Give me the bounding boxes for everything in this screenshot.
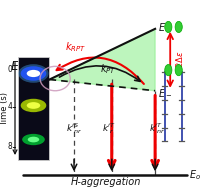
Ellipse shape <box>21 99 46 112</box>
Ellipse shape <box>164 64 171 76</box>
Bar <box>18 57 48 160</box>
Text: $2\Delta\varepsilon$: $2\Delta\varepsilon$ <box>173 51 184 68</box>
Text: $k'^{T}_{nr}$: $k'^{T}_{nr}$ <box>149 121 166 136</box>
Ellipse shape <box>18 64 48 83</box>
Ellipse shape <box>27 102 40 109</box>
Ellipse shape <box>28 137 39 142</box>
Text: $k_{PT}$: $k_{PT}$ <box>99 62 116 76</box>
Ellipse shape <box>174 21 181 33</box>
Text: 0: 0 <box>7 65 12 74</box>
Ellipse shape <box>174 64 181 76</box>
Text: $k'^{S}_{nr}$: $k'^{S}_{nr}$ <box>65 121 82 136</box>
Text: $k'^{T}_{r}$: $k'^{T}_{r}$ <box>101 121 116 136</box>
Text: $E_-$: $E_-$ <box>157 88 171 98</box>
Ellipse shape <box>22 134 45 145</box>
Text: $E_o$: $E_o$ <box>188 168 200 182</box>
Text: H-aggregation: H-aggregation <box>70 177 141 187</box>
Text: $k_{RPT}$: $k_{RPT}$ <box>65 40 86 53</box>
Text: 8: 8 <box>7 142 12 151</box>
Text: Time (s): Time (s) <box>0 92 9 125</box>
Ellipse shape <box>27 70 40 77</box>
Text: $E$: $E$ <box>10 60 20 73</box>
Text: $E_+$: $E_+$ <box>157 21 171 35</box>
Ellipse shape <box>21 66 46 81</box>
Ellipse shape <box>164 21 171 33</box>
Text: 4: 4 <box>7 102 12 111</box>
Polygon shape <box>49 29 154 91</box>
